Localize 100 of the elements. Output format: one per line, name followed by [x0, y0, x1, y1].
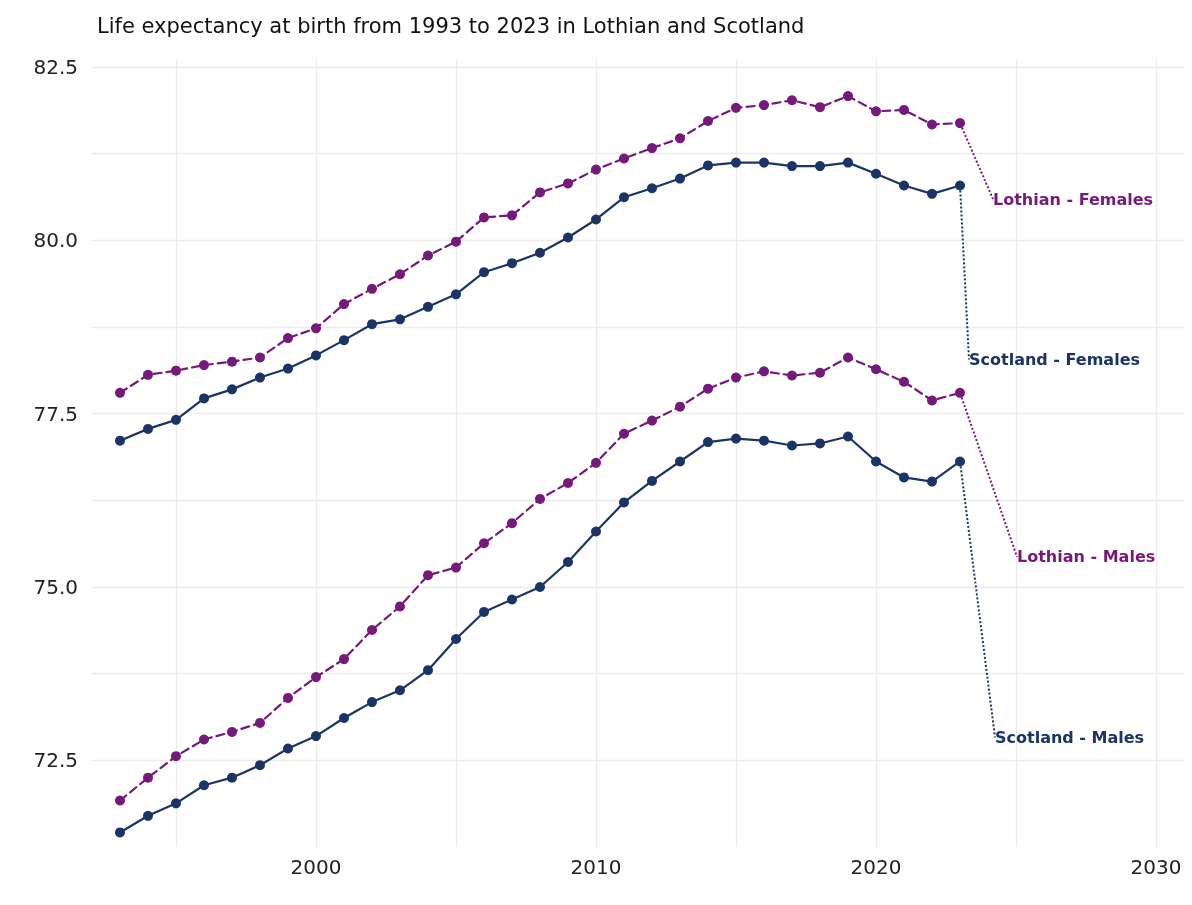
- point: [815, 438, 825, 449]
- point: [731, 102, 741, 113]
- point: [451, 562, 461, 573]
- point: [311, 350, 321, 361]
- point: [955, 456, 965, 467]
- point: [759, 435, 769, 446]
- point: [759, 366, 769, 377]
- point: [815, 367, 825, 378]
- point: [759, 100, 769, 111]
- point: [647, 143, 657, 154]
- point: [283, 743, 293, 754]
- point: [367, 697, 377, 708]
- point: [619, 497, 629, 508]
- point: [451, 236, 461, 247]
- point: [843, 431, 853, 442]
- point: [171, 365, 181, 376]
- point: [423, 570, 433, 581]
- point: [871, 106, 881, 117]
- point: [311, 672, 321, 683]
- text: Lothian - Females: [993, 189, 1154, 209]
- x-tick-label: 2010: [570, 855, 622, 879]
- point: [563, 557, 573, 568]
- point: [255, 372, 265, 383]
- point: [675, 456, 685, 467]
- point: [143, 772, 153, 783]
- point: [227, 384, 237, 395]
- point: [311, 323, 321, 334]
- point: [199, 360, 209, 371]
- point: [619, 153, 629, 164]
- point: [143, 810, 153, 821]
- y-tick-label: 82.5: [33, 54, 78, 79]
- text: Scotland - Males: [995, 727, 1145, 747]
- point: [703, 160, 713, 171]
- point: [283, 363, 293, 374]
- point: [843, 352, 853, 363]
- point: [367, 283, 377, 294]
- point: [479, 212, 489, 223]
- point: [451, 633, 461, 644]
- point: [759, 157, 769, 168]
- point: [619, 192, 629, 203]
- point: [255, 760, 265, 771]
- point: [563, 178, 573, 189]
- point: [199, 734, 209, 745]
- point: [591, 164, 601, 175]
- text: Lothian - Males: [1017, 547, 1156, 567]
- point: [395, 269, 405, 280]
- point: [507, 594, 517, 605]
- text: Scotland - Females: [969, 350, 1141, 369]
- point: [731, 433, 741, 444]
- point: [787, 440, 797, 451]
- point: [703, 383, 713, 394]
- point: [843, 157, 853, 168]
- point: [647, 475, 657, 486]
- point: [787, 95, 797, 106]
- y-tick-label: 80.0: [33, 228, 78, 253]
- point: [199, 780, 209, 791]
- point: [115, 387, 125, 398]
- point: [703, 116, 713, 127]
- point: [535, 247, 545, 258]
- point: [339, 335, 349, 346]
- point: [339, 299, 349, 310]
- point: [927, 476, 937, 487]
- point: [395, 685, 405, 696]
- point: [255, 352, 265, 363]
- point: [339, 654, 349, 665]
- point: [423, 250, 433, 261]
- point: [675, 401, 685, 412]
- point: [591, 214, 601, 225]
- point: [899, 180, 909, 191]
- point: [927, 188, 937, 199]
- point: [675, 133, 685, 144]
- point: [647, 415, 657, 426]
- point: [171, 414, 181, 425]
- point: [367, 319, 377, 330]
- point: [955, 387, 965, 398]
- point: [283, 333, 293, 344]
- point: [171, 751, 181, 762]
- point: [479, 267, 489, 278]
- point: [227, 356, 237, 367]
- point: [339, 713, 349, 724]
- point: [843, 91, 853, 102]
- point: [899, 104, 909, 115]
- y-tick-label: 75.0: [33, 574, 78, 599]
- point: [731, 372, 741, 383]
- point: [115, 795, 125, 806]
- point: [423, 665, 433, 676]
- point: [675, 173, 685, 184]
- point: [787, 370, 797, 381]
- y-tick-label: 77.5: [33, 401, 78, 426]
- point: [899, 376, 909, 387]
- point: [367, 624, 377, 635]
- point: [227, 772, 237, 783]
- point: [647, 183, 657, 194]
- point: [507, 258, 517, 269]
- point: [535, 187, 545, 198]
- y-tick-label: 72.5: [33, 748, 78, 773]
- point: [815, 161, 825, 172]
- point: [423, 301, 433, 312]
- point: [395, 601, 405, 612]
- point: [479, 538, 489, 549]
